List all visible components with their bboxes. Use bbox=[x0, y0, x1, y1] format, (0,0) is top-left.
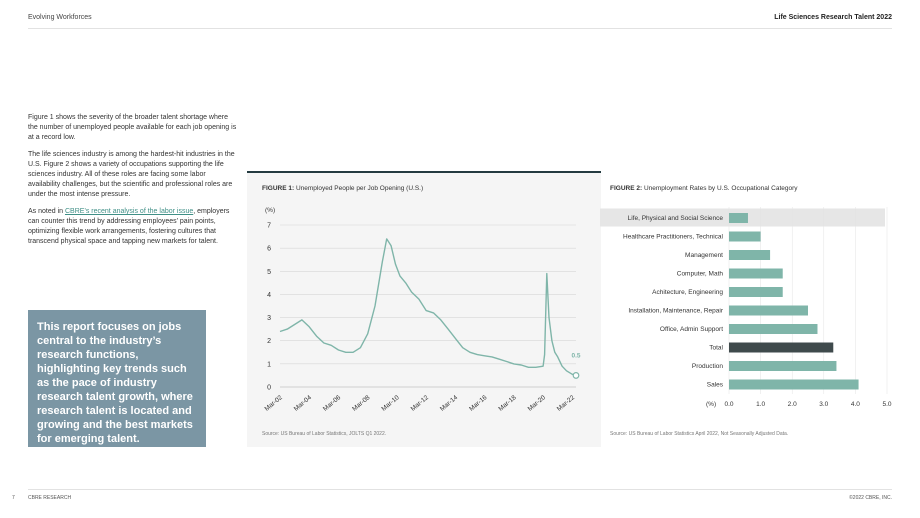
category-label: Achitecture, Engineering bbox=[652, 289, 723, 296]
x-tick-label: Mar-22 bbox=[556, 394, 577, 413]
x-tick-label: 5.0 bbox=[882, 401, 891, 408]
bar bbox=[729, 361, 837, 371]
header-section: Evolving Workforces bbox=[28, 14, 92, 21]
figure-2-title: FIGURE 2: Unemployment Rates by U.S. Occ… bbox=[610, 185, 798, 192]
category-label: Total bbox=[709, 345, 723, 352]
paragraph-1: Figure 1 shows the severity of the broad… bbox=[28, 114, 237, 141]
x-tick-label: 4.0 bbox=[851, 401, 860, 408]
category-label: Computer, Math bbox=[677, 271, 724, 278]
bar bbox=[729, 213, 748, 223]
category-label: Management bbox=[685, 252, 723, 259]
paragraph-2: The life sciences industry is among the … bbox=[28, 151, 235, 198]
figure-1-panel bbox=[247, 172, 601, 447]
series-line bbox=[279, 238, 577, 377]
bar bbox=[729, 287, 783, 297]
figure-1-title: FIGURE 1: Unemployed People per Job Open… bbox=[262, 185, 423, 192]
y-tick-label: 7 bbox=[267, 223, 271, 230]
y-tick-label: 4 bbox=[267, 292, 271, 299]
figure-1-label: FIGURE 1: bbox=[262, 185, 295, 192]
figure-2-title-text: Unemployment Rates by U.S. Occupational … bbox=[643, 185, 798, 192]
paragraph-3-post: , employers can counter this trend by ad… bbox=[28, 208, 230, 245]
bar bbox=[729, 342, 834, 353]
bar bbox=[729, 305, 808, 316]
y-tick-label: 1 bbox=[267, 361, 271, 368]
paragraph-3: As noted in CBRE’s recent analysis of th… bbox=[28, 207, 238, 247]
x-tick-label: Mar-10 bbox=[380, 394, 401, 413]
figure-2-source: Source: US Bureau of Labor Statistics Ap… bbox=[610, 431, 789, 437]
figure-1-source: Source: US Bureau of Labor Statistics, J… bbox=[262, 431, 387, 437]
x-tick-label: Mar-16 bbox=[468, 394, 489, 413]
x-tick-label: Mar-20 bbox=[527, 394, 548, 413]
bar bbox=[729, 379, 859, 390]
figure-2-unit-label: (%) bbox=[706, 401, 716, 408]
figure-2-chart: 0.0 1.0 2.0 3.0 4.0 5.0 (%) Life, Physical and … bbox=[600, 207, 892, 408]
y-tick-label: 0 bbox=[267, 385, 271, 392]
footer-copyright: ©2022 CBRE, INC. bbox=[849, 495, 892, 501]
figure-1-chart: (%) 0 1 2 3 4 5 6 7 Mar-02 Mar-04 Mar-06 Mar-08 Mar-1… bbox=[263, 207, 580, 413]
x-tick-label: Mar-06 bbox=[322, 394, 343, 413]
bar bbox=[729, 268, 783, 279]
y-tick-label: 2 bbox=[267, 338, 271, 345]
page-number: 7 bbox=[12, 495, 15, 501]
figure-1-title-text: Unemployed People per Job Opening (U.S.) bbox=[295, 185, 424, 192]
y-tick-label: 6 bbox=[267, 246, 271, 253]
figure-1-rule bbox=[247, 171, 601, 173]
figure-1-unit-label: (%) bbox=[265, 207, 275, 214]
labor-analysis-link[interactable]: CBRE’s recent analysis of the labor issu… bbox=[64, 208, 194, 215]
paragraph-3-pre: As noted in bbox=[28, 208, 65, 215]
category-label: Production bbox=[692, 363, 723, 370]
end-value-label: 0.5 bbox=[571, 352, 580, 359]
header-divider bbox=[28, 28, 892, 29]
body-text: Figure 1 shows the severity of the broad… bbox=[28, 113, 238, 254]
y-tick-label: 5 bbox=[267, 269, 271, 276]
category-label: Life, Physical and Social Science bbox=[628, 215, 724, 222]
y-tick-label: 3 bbox=[267, 315, 271, 322]
x-tick-label: 1.0 bbox=[756, 401, 765, 408]
x-tick-label: 3.0 bbox=[819, 401, 828, 408]
category-label: Installation, Maintenance, Repair bbox=[628, 308, 724, 315]
x-tick-label: 2.0 bbox=[788, 401, 797, 408]
footer-left: CBRE RESEARCH bbox=[28, 495, 72, 501]
figure-2-label: FIGURE 2: bbox=[610, 185, 643, 192]
bar bbox=[729, 324, 818, 334]
x-tick-label: 0.0 bbox=[724, 401, 733, 408]
x-tick-label: Mar-18 bbox=[497, 394, 518, 413]
footer-divider bbox=[28, 489, 892, 490]
category-label: Sales bbox=[707, 382, 724, 389]
x-tick-label: Mar-08 bbox=[351, 394, 372, 413]
callout-box: This report focuses on jobs central to t… bbox=[28, 310, 206, 447]
x-tick-label: Mar-02 bbox=[263, 394, 284, 413]
category-label: Office, Admin Support bbox=[660, 326, 723, 333]
bar bbox=[729, 231, 761, 242]
x-tick-label: Mar-04 bbox=[293, 394, 314, 413]
category-label: Healthcare Practitioners, Technical bbox=[623, 234, 724, 241]
header-report-title: Life Sciences Research Talent 2022 bbox=[774, 14, 892, 21]
bar bbox=[729, 250, 771, 260]
x-tick-label: Mar-12 bbox=[410, 394, 431, 413]
end-point-marker bbox=[572, 372, 580, 379]
x-tick-label: Mar-14 bbox=[439, 394, 460, 413]
